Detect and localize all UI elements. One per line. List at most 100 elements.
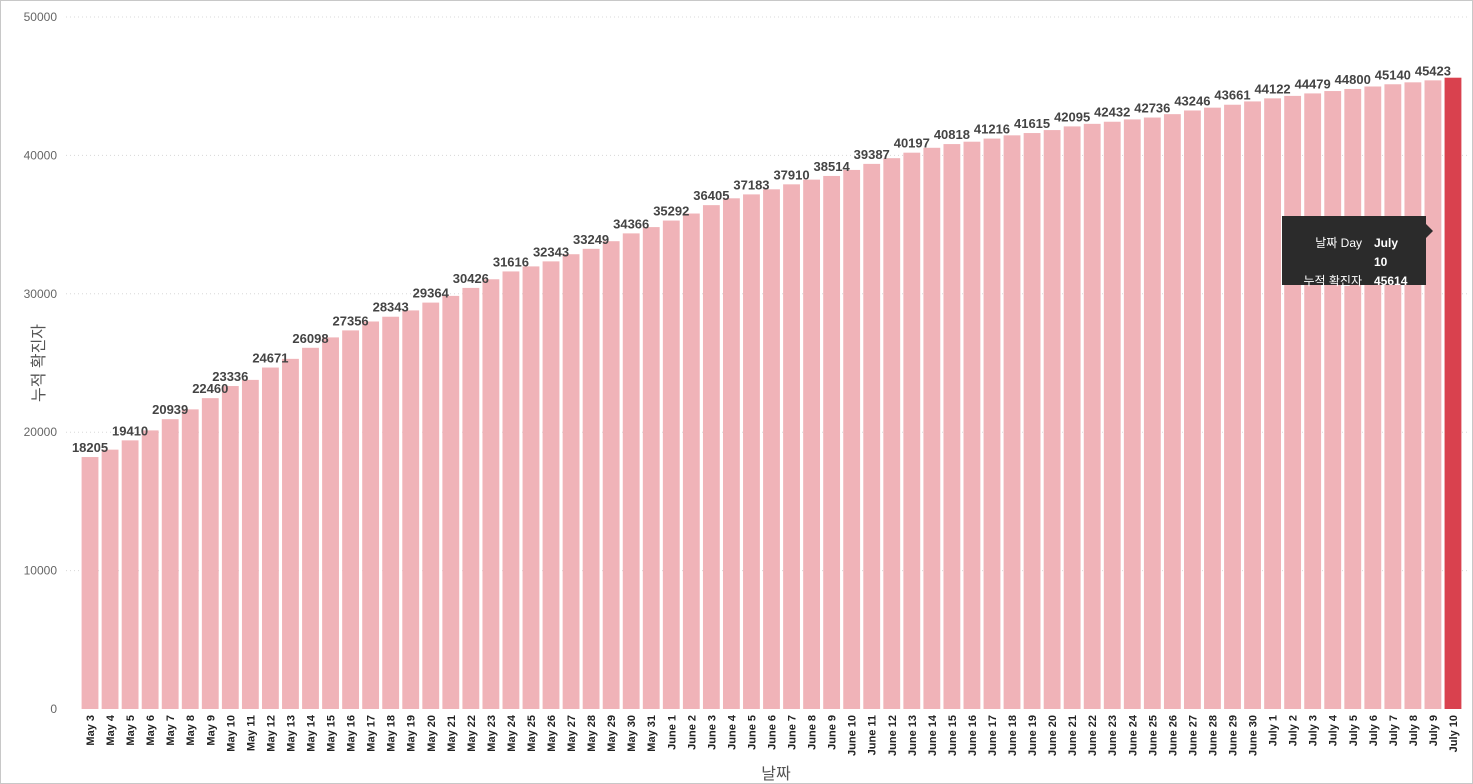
bar[interactable] [1324, 91, 1342, 709]
bar[interactable] [121, 440, 139, 709]
bar[interactable] [622, 233, 640, 709]
bar[interactable] [963, 141, 981, 710]
x-tick-label: May 20 [426, 715, 438, 752]
x-tick-label: June 23 [1107, 715, 1119, 756]
bar[interactable] [502, 271, 520, 709]
y-axis-ticks: 0 10000 20000 30000 40000 50000 [24, 10, 58, 716]
bar[interactable] [1123, 119, 1141, 709]
bar[interactable] [1284, 95, 1302, 709]
bar[interactable] [1143, 117, 1161, 710]
bar[interactable] [923, 147, 941, 710]
bar[interactable] [1183, 110, 1201, 710]
bar[interactable] [1224, 104, 1241, 710]
bar[interactable] [582, 248, 600, 709]
data-label: 33249 [573, 232, 609, 247]
bar[interactable] [863, 163, 881, 710]
bar[interactable] [542, 261, 560, 709]
bar[interactable] [1083, 123, 1101, 710]
bar[interactable] [442, 295, 460, 709]
bar[interactable] [422, 302, 440, 709]
bar[interactable] [1384, 84, 1402, 710]
bar[interactable] [803, 179, 821, 709]
bar[interactable] [763, 189, 780, 710]
bar[interactable] [462, 287, 480, 709]
bar[interactable] [1063, 126, 1081, 709]
x-tick-label: July 9 [1428, 715, 1440, 746]
bar[interactable] [101, 449, 119, 709]
tooltip-pointer [1426, 224, 1433, 238]
x-tick-label: June 6 [767, 715, 779, 750]
data-label: 45423 [1415, 63, 1451, 78]
bar[interactable] [562, 254, 580, 710]
bar[interactable] [743, 194, 760, 710]
data-label: 45140 [1375, 67, 1411, 82]
bar[interactable] [282, 358, 299, 709]
bar[interactable] [181, 409, 199, 709]
bar[interactable] [1304, 93, 1322, 709]
bar[interactable] [682, 213, 700, 709]
bar[interactable] [1444, 77, 1462, 709]
bar[interactable] [983, 138, 1001, 709]
bar[interactable] [843, 169, 861, 709]
bar[interactable] [783, 184, 800, 709]
tooltip-value: 45614 [1374, 274, 1408, 288]
bar[interactable] [141, 430, 159, 709]
bar[interactable] [1264, 98, 1282, 710]
bar[interactable] [702, 205, 720, 710]
y-tick-label: 0 [50, 702, 57, 716]
bar[interactable] [943, 144, 961, 710]
bar[interactable] [1244, 101, 1261, 709]
bar[interactable] [662, 220, 680, 709]
bar[interactable] [1424, 80, 1442, 709]
bar[interactable] [302, 347, 319, 709]
bar[interactable] [1163, 114, 1181, 709]
bar[interactable] [362, 321, 380, 709]
bar[interactable] [201, 398, 219, 709]
bar[interactable] [1204, 107, 1221, 710]
bar[interactable] [221, 386, 239, 709]
bar[interactable] [261, 367, 279, 709]
x-tick-label: July 3 [1308, 715, 1320, 746]
bar[interactable] [883, 158, 901, 710]
data-label: 44479 [1295, 76, 1331, 91]
bar[interactable] [241, 379, 259, 709]
x-tick-label: May 15 [326, 715, 338, 752]
bar[interactable] [823, 175, 841, 709]
data-label: 19410 [112, 423, 148, 438]
y-tick-label: 10000 [24, 564, 58, 578]
data-label: 31616 [493, 254, 529, 269]
bar[interactable] [81, 457, 99, 709]
x-tick-label: May 7 [165, 715, 177, 746]
bar[interactable] [1023, 133, 1041, 709]
bar[interactable] [1103, 121, 1121, 710]
x-tick-label: May 3 [85, 715, 97, 746]
bar[interactable] [903, 152, 921, 709]
x-tick-label: June 4 [726, 714, 738, 750]
bar[interactable] [1344, 88, 1362, 709]
x-tick-label: May 30 [626, 715, 638, 752]
data-label: 42095 [1054, 109, 1090, 124]
bar[interactable] [161, 419, 179, 709]
x-tick-label: May 29 [606, 715, 618, 752]
bar[interactable] [1003, 135, 1021, 709]
bar[interactable] [602, 241, 620, 709]
bar[interactable] [342, 330, 360, 709]
bar[interactable] [722, 198, 740, 709]
bar[interactable] [1364, 86, 1382, 709]
x-tick-label: May 18 [386, 715, 398, 752]
x-tick-label: July 5 [1348, 715, 1360, 746]
x-tick-label: June 18 [1007, 715, 1019, 756]
x-tick-label: July 1 [1268, 715, 1280, 746]
bar[interactable] [382, 316, 400, 709]
x-tick-label: July 7 [1388, 715, 1400, 746]
bar[interactable] [522, 266, 540, 709]
bar[interactable] [402, 310, 420, 709]
bar[interactable] [1043, 130, 1061, 709]
x-tick-label: June 25 [1147, 715, 1159, 756]
bar[interactable] [1404, 82, 1422, 709]
bar[interactable] [642, 227, 660, 710]
x-tick-label: May 12 [265, 715, 277, 752]
bar[interactable] [322, 337, 339, 709]
bar[interactable] [482, 279, 500, 709]
